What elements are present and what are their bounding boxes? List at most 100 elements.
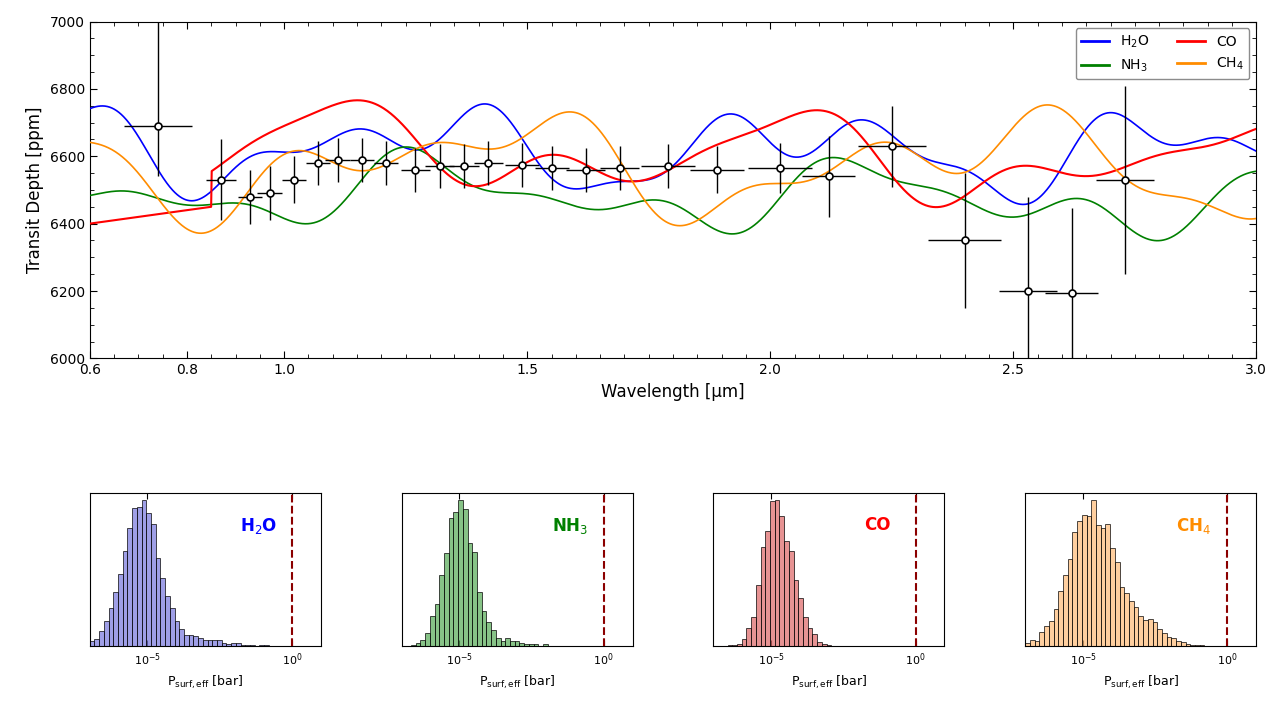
Bar bbox=[510, 641, 515, 646]
Bar bbox=[1144, 620, 1147, 646]
Bar bbox=[1133, 607, 1138, 646]
Bar bbox=[785, 541, 788, 646]
Bar bbox=[440, 575, 444, 646]
Bar bbox=[95, 640, 99, 646]
Legend: H$_2$O, NH$_3$, CO, CH$_4$: H$_2$O, NH$_3$, CO, CH$_4$ bbox=[1076, 29, 1250, 80]
Bar bbox=[426, 633, 429, 646]
Bar bbox=[420, 640, 426, 646]
Bar bbox=[123, 551, 127, 646]
Bar bbox=[1138, 616, 1144, 646]
Bar bbox=[827, 645, 831, 646]
Y-axis label: Transit Depth [ppm]: Transit Depth [ppm] bbox=[26, 107, 44, 274]
Bar bbox=[217, 640, 222, 646]
Bar bbox=[468, 543, 472, 646]
Bar bbox=[259, 645, 264, 646]
Bar bbox=[444, 553, 449, 646]
Bar bbox=[113, 592, 118, 646]
Bar bbox=[1129, 601, 1133, 646]
Bar bbox=[179, 629, 185, 646]
Bar bbox=[1045, 626, 1049, 646]
Bar bbox=[529, 644, 533, 646]
Bar bbox=[429, 616, 435, 646]
Bar bbox=[1124, 593, 1129, 646]
Bar bbox=[245, 645, 250, 646]
Bar bbox=[203, 640, 208, 646]
Bar bbox=[415, 643, 420, 646]
Bar bbox=[208, 640, 213, 646]
Bar bbox=[109, 608, 113, 646]
Bar bbox=[788, 551, 794, 646]
Bar bbox=[118, 574, 123, 646]
Bar bbox=[1073, 532, 1077, 646]
Bar bbox=[1191, 645, 1195, 646]
Bar bbox=[264, 645, 269, 646]
Bar bbox=[1087, 516, 1091, 646]
Bar bbox=[751, 617, 756, 646]
Bar bbox=[454, 513, 458, 646]
Bar bbox=[1040, 632, 1045, 646]
Bar bbox=[477, 592, 482, 646]
Bar bbox=[104, 621, 109, 646]
Bar bbox=[1105, 524, 1110, 646]
Bar bbox=[505, 638, 510, 646]
Bar bbox=[1059, 591, 1063, 646]
Bar bbox=[222, 643, 227, 646]
Bar bbox=[1181, 643, 1186, 646]
Bar bbox=[213, 640, 217, 646]
Bar bbox=[194, 636, 199, 646]
Bar bbox=[151, 523, 155, 646]
Bar bbox=[1068, 559, 1073, 646]
Bar bbox=[1035, 641, 1040, 646]
Bar bbox=[803, 617, 808, 646]
Bar bbox=[544, 644, 547, 646]
Bar bbox=[765, 531, 770, 646]
Bar bbox=[1200, 645, 1205, 646]
Bar bbox=[449, 518, 454, 646]
X-axis label: Wavelength [μm]: Wavelength [μm] bbox=[601, 383, 745, 401]
Bar bbox=[1186, 644, 1191, 646]
Bar bbox=[519, 643, 524, 646]
Bar bbox=[199, 638, 203, 646]
Bar bbox=[1147, 620, 1153, 646]
Text: CH$_4$: CH$_4$ bbox=[1176, 516, 1210, 536]
Bar bbox=[435, 604, 440, 646]
Bar bbox=[90, 641, 95, 646]
Bar bbox=[524, 644, 529, 646]
Bar bbox=[165, 596, 171, 646]
X-axis label: P$_{\rm surf, eff}$ [bar]: P$_{\rm surf, eff}$ [bar] bbox=[791, 673, 867, 691]
Text: H$_2$O: H$_2$O bbox=[240, 516, 277, 536]
Bar bbox=[1096, 525, 1101, 646]
Bar bbox=[1115, 562, 1119, 646]
Bar bbox=[808, 628, 813, 646]
Bar bbox=[756, 584, 760, 646]
Bar bbox=[500, 641, 505, 646]
Bar bbox=[1091, 500, 1096, 646]
Bar bbox=[817, 642, 822, 646]
X-axis label: P$_{\rm surf, eff}$ [bar]: P$_{\rm surf, eff}$ [bar] bbox=[167, 673, 244, 691]
Bar bbox=[1161, 633, 1167, 646]
Bar bbox=[1029, 640, 1035, 646]
Bar bbox=[732, 645, 737, 646]
Bar bbox=[496, 638, 500, 646]
Bar bbox=[132, 508, 137, 646]
Bar bbox=[491, 630, 496, 646]
Bar bbox=[1049, 621, 1054, 646]
Bar bbox=[737, 644, 742, 646]
Bar bbox=[146, 513, 151, 646]
Bar bbox=[1167, 637, 1172, 646]
Bar bbox=[746, 628, 751, 646]
Bar bbox=[742, 639, 746, 646]
Bar bbox=[1158, 629, 1161, 646]
Bar bbox=[1176, 641, 1181, 646]
Bar bbox=[141, 500, 146, 646]
Bar bbox=[1063, 575, 1068, 646]
Bar bbox=[1101, 528, 1105, 646]
Bar bbox=[188, 635, 194, 646]
Bar bbox=[1054, 609, 1059, 646]
Bar bbox=[463, 509, 468, 646]
Bar bbox=[1119, 587, 1124, 646]
Bar bbox=[227, 644, 231, 646]
Bar bbox=[250, 645, 255, 646]
X-axis label: P$_{\rm surf, eff}$ [bar]: P$_{\rm surf, eff}$ [bar] bbox=[1103, 673, 1179, 691]
Text: CO: CO bbox=[864, 516, 890, 534]
